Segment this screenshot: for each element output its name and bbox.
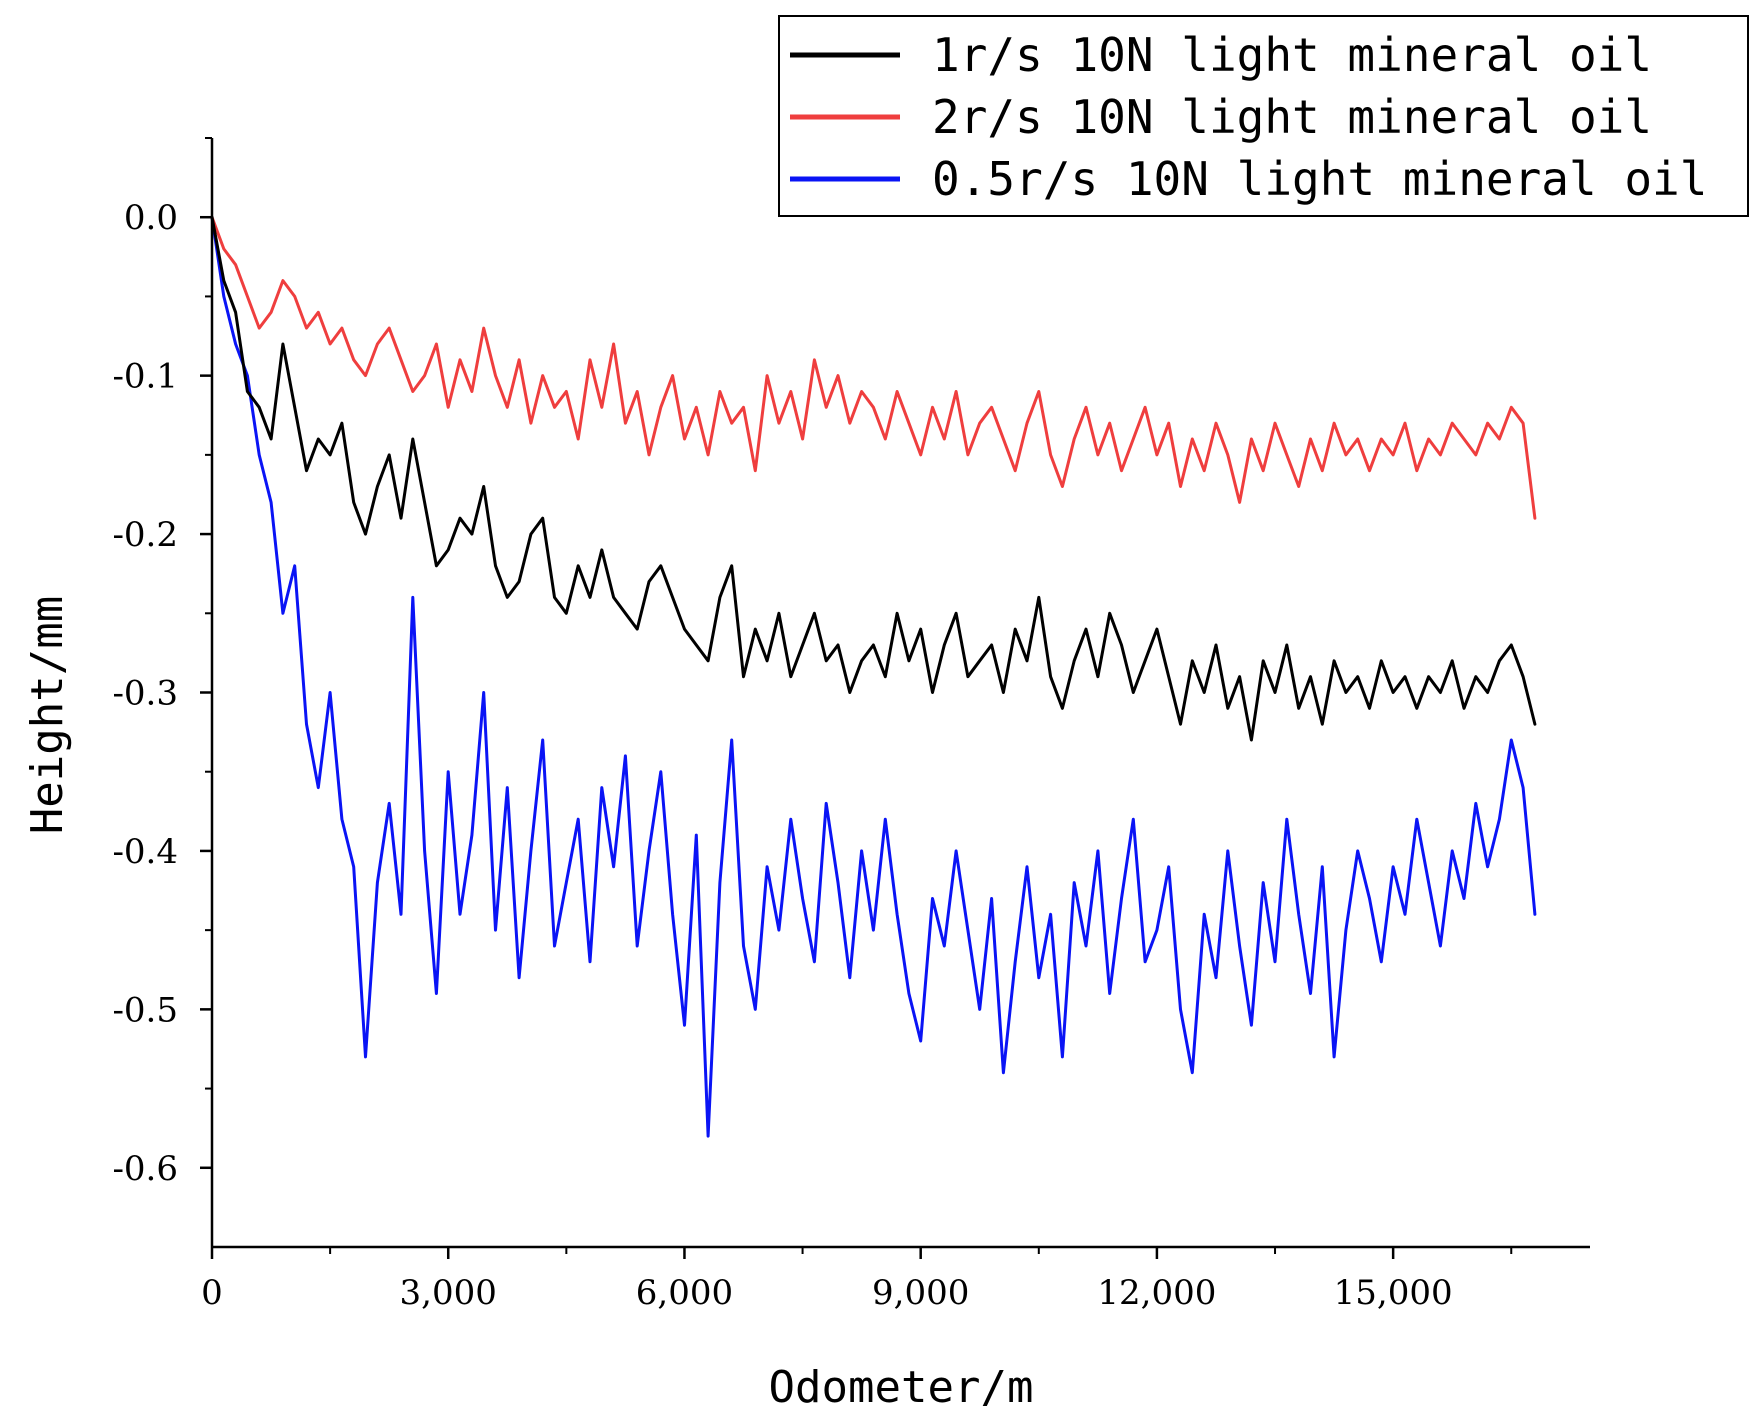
y-tick-label: -0.1 (112, 357, 178, 397)
y-tick-label: -0.2 (112, 515, 178, 555)
x-ticks: 0 3,000 6,000 9,000 12,000 15,000 (201, 1247, 1513, 1313)
series-line-3 (210, 215, 1537, 1138)
y-ticks: 0.0 -0.1 -0.2 -0.3 -0.4 -0.5 -0.6 (112, 137, 212, 1189)
x-tick-label: 0 (201, 1273, 223, 1313)
legend-items: 1r/s 10N light mineral oil 2r/s 10N light… (790, 28, 1707, 206)
plot-area (210, 215, 1537, 1138)
y-tick-label: -0.3 (112, 674, 178, 714)
x-tick-label: 6,000 (636, 1273, 733, 1313)
legend-label-3: 0.5r/s 10N light mineral oil (932, 152, 1707, 206)
x-tick-label: 12,000 (1097, 1273, 1216, 1313)
legend-box (778, 15, 1749, 217)
y-tick-label: -0.5 (112, 990, 178, 1030)
y-axis-title: Height/mm (22, 596, 73, 834)
x-tick-label: 9,000 (872, 1273, 969, 1313)
y-tick-label: -0.6 (112, 1149, 178, 1189)
series-line-2 (210, 215, 1537, 520)
legend-label-2: 2r/s 10N light mineral oil (932, 90, 1652, 144)
x-tick-label: 15,000 (1334, 1273, 1453, 1313)
legend: 1r/s 10N light mineral oil 2r/s 10N light… (778, 15, 1749, 217)
legend-label-1: 1r/s 10N light mineral oil (932, 28, 1652, 82)
y-tick-label: 0.0 (124, 198, 178, 238)
x-axis-title: Odometer/m (769, 1362, 1034, 1413)
x-tick-label: 3,000 (400, 1273, 497, 1313)
y-tick-label: -0.4 (112, 832, 178, 872)
series-line-1 (210, 215, 1537, 742)
